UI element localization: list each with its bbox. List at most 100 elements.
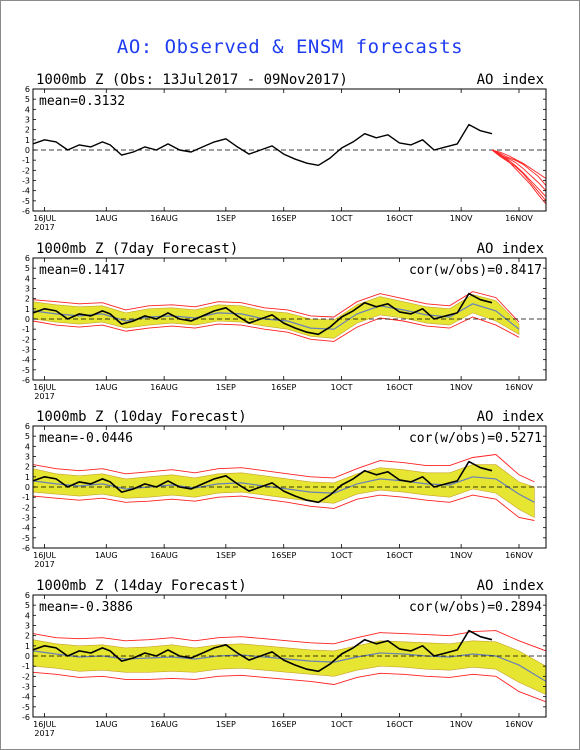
plot-area xyxy=(33,291,546,342)
y-tick-label: -3 xyxy=(22,514,30,523)
index-label: AO index xyxy=(477,72,544,88)
y-tick-label: -4 xyxy=(22,524,30,533)
x-year-label: 2017 xyxy=(34,392,54,401)
member-lower-line xyxy=(33,494,535,521)
y-tick-label: -6 xyxy=(22,544,30,553)
y-tick-label: 0 xyxy=(25,315,30,324)
y-tick-label: -3 xyxy=(22,683,30,692)
forecast-member-line xyxy=(491,149,546,198)
y-tick-label: 5 xyxy=(25,601,30,610)
y-tick-label: 3 xyxy=(25,116,30,125)
y-tick-label: 1 xyxy=(25,305,30,314)
y-tick-label: 0 xyxy=(25,652,30,661)
plot-area xyxy=(33,123,546,205)
plot-area xyxy=(33,454,546,521)
observed-line xyxy=(33,292,493,336)
y-tick-label: 2 xyxy=(25,295,30,304)
y-tick-label: 1 xyxy=(25,642,30,651)
x-tick-label: 16AUG xyxy=(150,551,178,560)
y-tick-label: -4 xyxy=(22,356,30,365)
y-tick-label: 6 xyxy=(25,85,30,94)
x-tick-label: 1OCT xyxy=(331,551,353,560)
y-tick-label: -5 xyxy=(22,197,30,206)
x-tick-label: 1SEP xyxy=(216,720,236,729)
x-tick-label: 16NOV xyxy=(505,214,533,223)
x-tick-label: 1OCT xyxy=(331,214,353,223)
x-tick-label: 16OCT xyxy=(386,720,413,729)
forecast-member-line xyxy=(491,149,546,179)
member-lower-line xyxy=(33,316,520,342)
x-tick-label: 1OCT xyxy=(331,720,353,729)
x-tick-label: 16SEP xyxy=(271,383,296,392)
y-tick-label: 6 xyxy=(25,591,30,600)
x-tick-label: 16OCT xyxy=(386,551,413,560)
observed-line xyxy=(33,123,493,166)
y-tick-label: 5 xyxy=(25,264,30,273)
y-tick-label: -2 xyxy=(22,335,30,344)
panel-title: 1000mb Z (7day Forecast) xyxy=(36,241,238,257)
x-tick-label: 16AUG xyxy=(150,720,178,729)
correlation-label: cor(w/obs)=0.8417 xyxy=(409,263,542,278)
x-tick-label: 1OCT xyxy=(331,383,353,392)
x-tick-label: 16NOV xyxy=(505,720,533,729)
member-upper-line xyxy=(33,291,520,323)
mean-label: mean=0.1417 xyxy=(39,263,125,278)
x-year-label: 2017 xyxy=(34,729,54,738)
panel-title: 1000mb Z (14day Forecast) xyxy=(36,578,247,594)
x-tick-label: 1AUG xyxy=(95,720,118,729)
x-tick-label: 1NOV xyxy=(450,551,473,560)
x-tick-label: 16JUL xyxy=(33,214,56,223)
index-label: AO index xyxy=(477,241,544,257)
x-tick-label: 1NOV xyxy=(450,383,473,392)
y-tick-label: 2 xyxy=(25,632,30,641)
y-tick-label: 5 xyxy=(25,95,30,104)
y-tick-label: 6 xyxy=(25,422,30,431)
mean-label: mean=-0.0446 xyxy=(39,431,133,446)
x-tick-label: 16OCT xyxy=(386,383,413,392)
forecast-member-line xyxy=(491,149,546,186)
y-tick-label: -2 xyxy=(22,503,30,512)
x-tick-label: 16JUL xyxy=(33,383,56,392)
panel-title: 1000mb Z (10day Forecast) xyxy=(36,409,247,425)
y-tick-label: 1 xyxy=(25,473,30,482)
correlation-label: cor(w/obs)=0.2894 xyxy=(409,600,542,615)
y-tick-label: 2 xyxy=(25,463,30,472)
y-tick-label: -1 xyxy=(22,325,30,334)
x-tick-label: 16NOV xyxy=(505,551,533,560)
x-tick-label: 1SEP xyxy=(216,383,236,392)
x-tick-label: 1AUG xyxy=(95,383,118,392)
y-tick-label: 4 xyxy=(25,105,30,114)
y-tick-label: -6 xyxy=(22,376,30,385)
index-label: AO index xyxy=(477,578,544,594)
x-tick-label: 16AUG xyxy=(150,214,178,223)
panel-title: 1000mb Z (Obs: 13Jul2017 - 09Nov2017) xyxy=(36,72,348,88)
x-tick-label: 16JUL xyxy=(33,551,56,560)
y-tick-label: 3 xyxy=(25,285,30,294)
y-tick-label: -1 xyxy=(22,662,30,671)
forecast-member-line xyxy=(491,149,546,205)
x-tick-label: 16SEP xyxy=(271,214,296,223)
mean-label: mean=0.3132 xyxy=(39,94,125,109)
y-tick-label: 2 xyxy=(25,126,30,135)
x-tick-label: 16SEP xyxy=(271,720,296,729)
y-tick-label: -5 xyxy=(22,703,30,712)
x-tick-label: 16AUG xyxy=(150,383,178,392)
x-tick-label: 16OCT xyxy=(386,214,413,223)
x-tick-label: 1AUG xyxy=(95,214,118,223)
y-tick-label: 4 xyxy=(25,611,30,620)
y-tick-label: -4 xyxy=(22,187,30,196)
y-tick-label: -1 xyxy=(22,493,30,502)
y-tick-label: 0 xyxy=(25,146,30,155)
member-lower-line xyxy=(33,671,546,703)
y-tick-label: 3 xyxy=(25,622,30,631)
y-tick-label: -2 xyxy=(22,166,30,175)
member-upper-line xyxy=(33,454,535,483)
x-tick-label: 1NOV xyxy=(450,720,473,729)
x-tick-label: 1NOV xyxy=(450,214,473,223)
observed-line xyxy=(33,629,493,673)
x-tick-label: 1SEP xyxy=(216,214,236,223)
observed-line xyxy=(33,460,493,504)
y-tick-label: -6 xyxy=(22,713,30,722)
y-tick-label: -3 xyxy=(22,346,30,355)
x-tick-label: 16JUL xyxy=(33,720,56,729)
